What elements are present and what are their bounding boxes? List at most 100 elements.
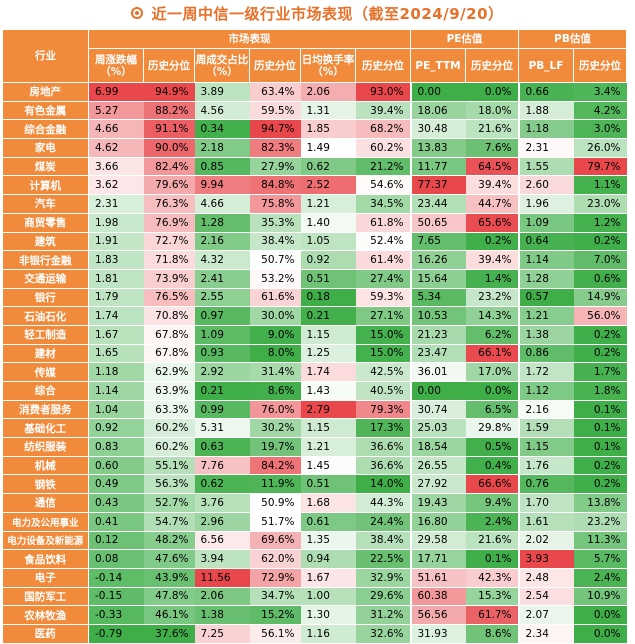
- table-row: 有色金属 5.27 88.2% 4.56 59.5% 1.31 39.4% 18.06 18.0…: [2, 101, 627, 121]
- table-cell: 1.00: [300, 587, 356, 607]
- table-cell: 0.93: [194, 344, 250, 364]
- table-cell: 36.6%: [355, 456, 412, 476]
- industry-label: 消费者服务: [2, 400, 89, 420]
- table-cell: 40.5%: [355, 381, 412, 401]
- table-cell: 7.76: [194, 456, 250, 476]
- table-cell: 29.58: [410, 531, 466, 551]
- table-cell: 2.52: [300, 175, 356, 196]
- table-cell: 2.06: [194, 587, 250, 607]
- table-cell: 2.48: [518, 568, 574, 588]
- table-cell: 2.92: [194, 362, 250, 382]
- table-cell: 1.68: [300, 493, 356, 513]
- table-cell: -0.15: [88, 587, 144, 607]
- table-cell: 1.81: [88, 269, 144, 289]
- table-cell: 1.45: [300, 456, 356, 476]
- table-cell: 62.0%: [249, 549, 301, 569]
- table-cell: -0.79: [88, 624, 144, 644]
- industry-label: 电力及公用事业: [2, 512, 89, 532]
- table-row: 通信 0.43 52.7% 3.76 50.9% 1.68 44.3% 19.43 9.4% 1.…: [2, 493, 627, 513]
- table-cell: 4.66: [88, 119, 144, 140]
- table-cell: 9.0%: [249, 325, 301, 345]
- table-cell: 2.60: [518, 175, 574, 196]
- table-cell: 60.2%: [143, 437, 195, 457]
- table-cell: 88.2%: [143, 101, 195, 121]
- industry-label: 食品饮料: [2, 549, 89, 569]
- column-header: PE_TTM: [410, 48, 466, 83]
- table-cell: 66.1%: [465, 344, 520, 364]
- table-cell: 2.4%: [465, 512, 520, 532]
- table-cell: 4.56: [194, 101, 250, 121]
- table-cell: 0.43: [88, 493, 144, 513]
- table-cell: 11.77: [410, 157, 466, 177]
- table-cell: 23.47: [410, 344, 466, 364]
- table-cell: 1.8%: [573, 381, 627, 401]
- table-cell: 94.7%: [249, 119, 301, 140]
- table-cell: 17.71: [410, 549, 466, 569]
- table-cell: 13.83: [410, 138, 466, 158]
- table-cell: 8.6%: [249, 381, 301, 401]
- table-cell: 1.4%: [465, 269, 520, 289]
- table-cell: 72.7%: [143, 232, 195, 252]
- table-cell: 82.4%: [143, 157, 195, 177]
- table-cell: 94.9%: [143, 82, 195, 102]
- table-cell: 0.49: [88, 474, 144, 495]
- table-cell: 8.6%: [465, 624, 520, 644]
- table-row: 综合金融 4.66 91.1% 0.34 94.7% 1.85 68.2% 30.48 21.6…: [2, 119, 627, 140]
- table-row: 钢铁 0.49 56.3% 0.62 11.9% 0.51 14.0% 27.92 66.6% 0…: [2, 474, 627, 495]
- table-cell: 21.2%: [355, 157, 412, 177]
- table-cell: 1.72: [518, 362, 574, 382]
- table-cell: 1.1%: [573, 175, 627, 196]
- table-cell: 0.00: [410, 381, 466, 401]
- table-cell: 61.8%: [355, 213, 412, 233]
- table-cell: 0.51: [300, 269, 356, 289]
- table-cell: 52.4%: [355, 232, 412, 252]
- table-cell: 5.27: [88, 101, 144, 121]
- table-cell: 1.15: [300, 418, 356, 439]
- page-title: 近一周中信一级行业市场表现（截至2024/9/20）: [151, 4, 504, 23]
- table-cell: 1.91: [88, 232, 144, 252]
- table-cell: 0.2%: [573, 232, 627, 252]
- group-header: PB估值: [518, 29, 627, 49]
- table-cell: 1.40: [300, 213, 356, 233]
- table-cell: 3.4%: [573, 82, 627, 102]
- table-cell: 67.8%: [143, 325, 195, 345]
- industry-label: 房地产: [2, 82, 89, 102]
- table-row: 非银行金融 1.83 71.8% 4.32 50.7% 0.92 61.4% 16.26 39.…: [2, 250, 627, 270]
- table-cell: 61.6%: [249, 288, 301, 308]
- industry-label: 通信: [2, 493, 89, 513]
- table-cell: 4.66: [194, 194, 250, 214]
- table-cell: 76.5%: [143, 288, 195, 308]
- table-cell: 53.2%: [249, 269, 301, 289]
- table-cell: 13.8%: [573, 493, 627, 513]
- table-cell: 52.7%: [143, 493, 195, 513]
- table-cell: 60.2%: [355, 138, 412, 158]
- table-cell: 39.4%: [465, 250, 520, 270]
- table-cell: 2.54: [518, 587, 574, 607]
- table-cell: 67.8%: [143, 344, 195, 364]
- table-cell: 1.74: [88, 306, 144, 326]
- table-cell: 46.1%: [143, 605, 195, 625]
- table-cell: 0.2%: [573, 456, 627, 476]
- table-row: 计算机 3.62 79.6% 9.94 84.8% 2.52 54.6% 77.37 39.4%…: [2, 175, 627, 196]
- table-cell: 0.99: [194, 400, 250, 420]
- table-cell: 39.4%: [355, 101, 412, 121]
- table-cell: 50.7%: [249, 250, 301, 270]
- table-cell: 1.15: [300, 325, 356, 345]
- table-cell: 0.34: [194, 119, 250, 140]
- table-cell: 30.2%: [249, 418, 301, 439]
- table-cell: 2.4%: [573, 568, 627, 588]
- table-cell: 0.2%: [465, 232, 520, 252]
- table-cell: 0.63: [194, 437, 250, 457]
- table-cell: 38.4%: [249, 232, 301, 252]
- table-cell: 9.4%: [465, 493, 520, 513]
- table-row: 石油石化 1.74 70.8% 0.97 30.0% 0.21 27.1% 10.53 14.3…: [2, 306, 627, 326]
- industry-label: 机械: [2, 456, 89, 476]
- table-cell: 0.1%: [465, 549, 520, 569]
- table-row: 消费者服务 1.04 63.3% 0.99 76.0% 2.79 79.3% 30.74 6.5…: [2, 400, 627, 420]
- table-cell: 23.44: [410, 194, 466, 214]
- table-cell: 15.3%: [465, 587, 520, 607]
- table-cell: 1.65: [88, 344, 144, 364]
- industry-label: 建筑: [2, 232, 89, 252]
- table-cell: 23.2%: [573, 512, 627, 532]
- table-cell: 56.1%: [249, 624, 301, 644]
